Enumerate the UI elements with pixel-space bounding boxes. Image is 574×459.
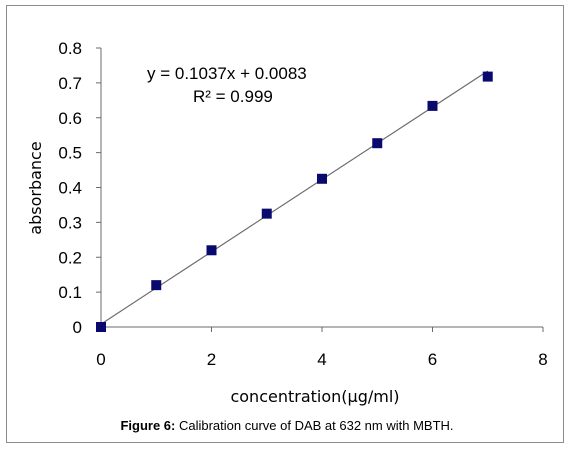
y-tick-label: 0.4 (58, 179, 82, 198)
figure-caption: Figure 6: Calibration curve of DAB at 63… (0, 418, 574, 433)
data-point (482, 71, 493, 82)
y-tick-label: 0.3 (58, 213, 82, 232)
data-points (96, 71, 493, 332)
trendline (100, 70, 489, 325)
y-tick-label: 0.1 (58, 283, 82, 302)
data-point (372, 138, 383, 149)
trendline-equation: y = 0.1037x + 0.0083 (147, 64, 307, 83)
x-tick-labels: 0 2 4 6 8 (96, 350, 547, 369)
y-tick-label: 0.6 (58, 109, 82, 128)
x-tick-label: 8 (538, 350, 547, 369)
trendline-r-squared: R² = 0.999 (193, 87, 273, 106)
data-point (261, 208, 272, 219)
data-point (317, 173, 327, 184)
x-tick-label: 0 (96, 350, 105, 369)
x-tick-label: 6 (428, 350, 437, 369)
axes (96, 47, 544, 332)
y-tick-labels: 0 0.1 0.2 0.3 0.4 0.5 0.6 0.7 0.8 (58, 39, 82, 337)
data-point (151, 280, 162, 291)
x-axis-label: concentration(µg/ml) (230, 387, 399, 406)
y-tick-label: 0.7 (58, 74, 82, 93)
y-tick-label: 0.8 (58, 39, 82, 58)
caption-text: Calibration curve of DAB at 632 nm with … (175, 418, 454, 433)
x-tick-label: 4 (317, 350, 326, 369)
data-point (427, 100, 438, 111)
y-axis-label: absorbance (26, 141, 45, 234)
chart-frame (6, 5, 564, 443)
x-tick-label: 2 (207, 350, 216, 369)
data-point (206, 245, 217, 256)
data-point (96, 322, 106, 332)
y-tick-label: 0.5 (58, 144, 82, 163)
y-tick-label: 0 (73, 318, 82, 337)
y-tick-label: 0.2 (58, 248, 82, 267)
caption-label: Figure 6: (120, 418, 176, 433)
